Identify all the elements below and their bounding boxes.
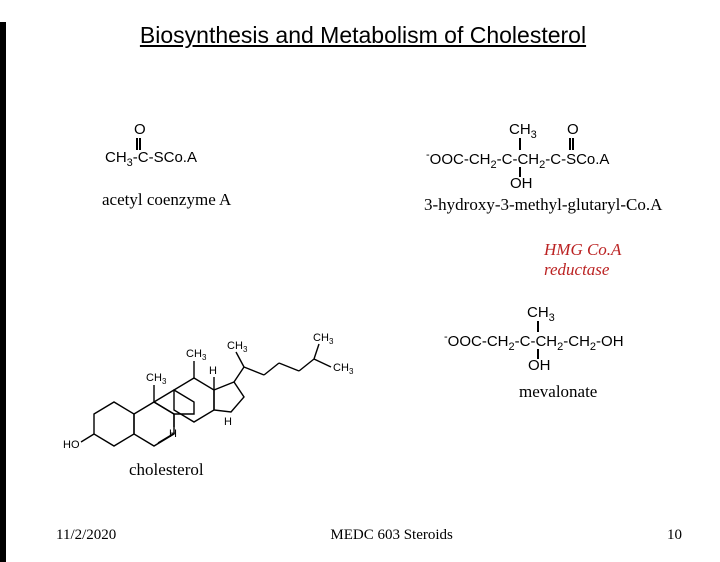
enzyme-line1: HMG Co.A (544, 240, 621, 260)
svg-text:CH: CH (186, 348, 202, 360)
mev-name: mevalonate (519, 382, 597, 402)
svg-text:3: 3 (162, 377, 167, 386)
footer-page: 10 (667, 527, 682, 544)
svg-text:3: 3 (329, 337, 334, 346)
acetyl-formula: CH3-C-SCo.A (105, 149, 197, 169)
acetyl-top-O: O (134, 121, 146, 138)
svg-text:H: H (209, 365, 217, 377)
svg-text:3: 3 (349, 367, 354, 376)
hmg-name: 3-hydroxy-3-methyl-glutaryl-Co.A (424, 195, 662, 215)
svg-text:CH: CH (227, 340, 243, 352)
svg-text:H: H (224, 416, 232, 428)
hmg-bot-OH: OH (510, 175, 533, 192)
hmg-formula: -OOC-CH2-C-CH2-C-SCo.A (426, 149, 609, 171)
page-title: Biosynthesis and Metabolism of Cholester… (6, 22, 720, 49)
svg-text:3: 3 (202, 353, 207, 362)
svg-text:H: H (169, 428, 177, 440)
svg-text:HO: HO (63, 439, 80, 451)
cholesterol-structure: HO CH3 CH3 H H CH3 CH3 CH3 H (61, 297, 361, 452)
footer: 11/2/2020 MEDC 603 Steroids 10 (6, 527, 720, 544)
enzyme-line2: reductase (544, 260, 609, 280)
svg-text:CH: CH (333, 362, 349, 374)
acetyl-name: acetyl coenzyme A (102, 190, 231, 210)
mev-bot-OH: OH (528, 357, 551, 374)
footer-center: MEDC 603 Steroids (330, 527, 453, 544)
mev-formula: -OOC-CH2-C-CH2-CH2-OH (444, 331, 624, 353)
svg-text:CH: CH (146, 372, 162, 384)
mev-top-ch3: CH3 (527, 304, 555, 324)
hmg-top-O: O (567, 121, 579, 138)
footer-date: 11/2/2020 (56, 527, 116, 544)
hmg-top-ch3: CH3 (509, 121, 537, 141)
svg-text:CH: CH (313, 332, 329, 344)
svg-text:3: 3 (243, 345, 248, 354)
cholesterol-label: cholesterol (129, 460, 204, 480)
